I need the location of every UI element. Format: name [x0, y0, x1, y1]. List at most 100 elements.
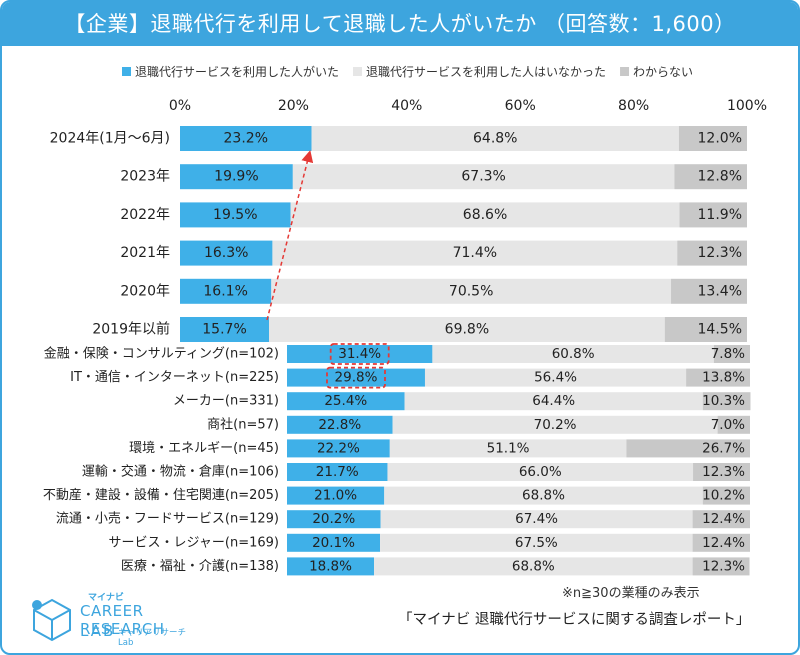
bar-segment-1 [380, 533, 693, 552]
data-label-2: 13.4% [698, 283, 742, 299]
data-label-0: 19.9% [214, 169, 258, 185]
x-tick-label-2: 40% [391, 98, 422, 114]
data-label-0: 23.2% [224, 131, 268, 147]
bar-segment-0 [287, 368, 425, 387]
data-label-0: 22.2% [317, 440, 360, 456]
data-label-2: 12.3% [702, 464, 745, 480]
data-label-2: 7.0% [711, 417, 745, 433]
data-label-0: 31.4% [338, 346, 381, 362]
bar-segment-1 [424, 368, 687, 387]
data-label-2: 12.8% [698, 169, 742, 185]
bar-segment-2 [686, 368, 750, 387]
bar-segment-1 [272, 240, 678, 266]
row-label: 商社(n=57) [207, 416, 279, 432]
bar-segment-1 [374, 557, 693, 576]
cube-logo-icon [32, 598, 71, 642]
bar-segment-1 [392, 415, 718, 434]
x-tick-label-3: 60% [505, 98, 536, 114]
legend-swatch-1 [353, 67, 363, 76]
data-label-1: 66.0% [519, 464, 562, 480]
bar-segment-0 [287, 392, 405, 411]
data-label-2: 13.8% [702, 370, 745, 386]
highlight-box [329, 343, 390, 365]
bar-segment-2 [702, 392, 751, 411]
data-label-1: 68.8% [512, 558, 555, 574]
row-label: 2023年 [120, 169, 170, 185]
bar-segment-0 [287, 510, 381, 529]
data-label-2: 14.5% [698, 322, 742, 338]
data-label-0: 16.3% [204, 245, 248, 261]
data-label-0: 18.8% [309, 558, 352, 574]
bar-segment-2 [677, 240, 747, 266]
bar-segment-2 [679, 202, 747, 228]
bar-segment-1 [269, 317, 665, 342]
logo-brand-lab: LAB [80, 622, 116, 640]
bar-segment-2 [702, 486, 750, 505]
legend-swatch-0 [122, 67, 131, 76]
data-label-1: 64.4% [532, 393, 575, 409]
row-label: 不動産・建設・設備・住宅関連(n=205) [43, 487, 279, 503]
legend-label-1: 退職代行サービスを利用した人はいなかった [366, 65, 606, 79]
legend-swatch-2 [620, 67, 630, 76]
legend-label-2: わからない [633, 65, 693, 79]
data-label-1: 70.5% [449, 283, 493, 299]
data-label-2: 10.2% [702, 488, 745, 504]
bar-segment-0 [180, 278, 272, 304]
data-label-1: 71.4% [453, 245, 497, 261]
bar-segment-2 [692, 557, 750, 576]
data-label-2: 11.9% [698, 207, 742, 223]
data-label-0: 16.1% [203, 283, 247, 299]
data-label-2: 12.3% [702, 558, 745, 574]
row-label: 医療・福祉・介護(n=138) [121, 558, 279, 574]
logo-brand-sub: キャリアリサーチLab [118, 628, 187, 648]
career-research-lab-logo: マイナビ CAREER RESEARCH LAB キャリアリサーチLab [28, 590, 198, 648]
row-label: メーカー(n=331) [173, 394, 279, 409]
bar-segment-0 [180, 164, 293, 190]
bar-segment-1 [389, 439, 627, 458]
data-label-0: 20.1% [312, 535, 355, 551]
bar-segment-2 [692, 533, 750, 552]
row-label: サービス・レジャー(n=169) [109, 535, 279, 550]
bar-segment-2 [664, 317, 747, 342]
row-label: 2024年(1月～6月) [50, 131, 170, 147]
bar-segment-1 [380, 510, 693, 529]
bar-segment-2 [678, 126, 747, 151]
bar-segment-0 [180, 317, 270, 342]
data-label-2: 12.4% [702, 511, 745, 527]
bar-segment-2 [674, 164, 747, 190]
trend-arrow [266, 150, 314, 321]
data-label-0: 20.2% [312, 511, 355, 527]
data-label-0: 19.5% [213, 207, 257, 223]
bar-segment-0 [287, 533, 381, 552]
bar-segment-2 [713, 345, 750, 363]
row-label: 流通・小売・フードサービス(n=129) [56, 511, 279, 527]
legend-label-0: 退職代行サービスを利用した人がいた [135, 64, 339, 79]
row-label: 環境・エネルギー(n=45) [129, 441, 279, 456]
data-label-1: 69.8% [445, 322, 489, 338]
bar-segment-2 [692, 510, 750, 529]
bar-segment-1 [290, 202, 680, 228]
bar-segment-0 [180, 126, 312, 151]
x-tick-label-0: 0% [169, 98, 191, 114]
data-label-1: 68.6% [463, 207, 507, 223]
chart-title: 【企業】退職代行を利用して退職した人がいたか （回答数：1,600） [2, 2, 798, 46]
bar-segment-1 [311, 126, 679, 151]
bar-segment-0 [287, 557, 375, 576]
bar-segment-1 [404, 392, 703, 411]
row-label: IT・通信・インターネット(n=225) [70, 370, 279, 385]
row-label: 2022年 [120, 207, 170, 223]
bar-segment-2 [717, 415, 750, 434]
data-label-1: 67.5% [515, 535, 558, 551]
highlight-box [326, 366, 386, 389]
data-label-2: 7.8% [711, 346, 745, 362]
bar-segment-0 [287, 345, 433, 363]
bar-segment-0 [180, 240, 273, 266]
bar-segment-1 [271, 278, 672, 304]
x-tick-label-1: 20% [278, 98, 309, 114]
data-label-0: 29.8% [335, 370, 378, 386]
data-label-1: 67.4% [515, 511, 558, 527]
logo-brand-top: マイナビ [88, 593, 124, 603]
data-label-2: 12.4% [702, 535, 745, 551]
